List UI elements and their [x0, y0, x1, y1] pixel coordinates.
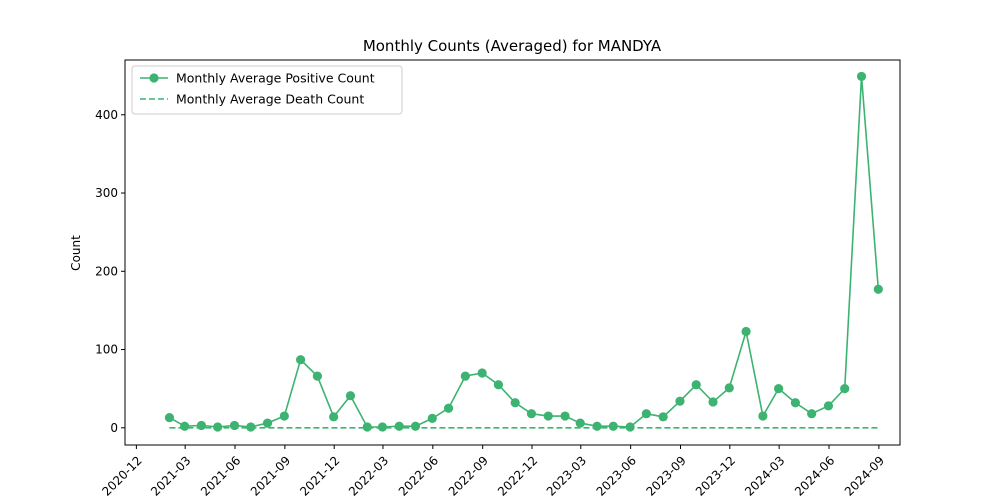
- series-point: [362, 422, 372, 432]
- series-point: [180, 421, 190, 431]
- x-tick-label: 2022-06: [396, 453, 441, 498]
- series-point: [410, 421, 421, 431]
- series-point: [312, 371, 322, 381]
- series-point: [741, 326, 751, 337]
- x-tick-label: 2024-03: [742, 453, 787, 498]
- series-point: [443, 403, 454, 413]
- series-point: [543, 411, 553, 421]
- series-point: [262, 418, 273, 428]
- series-point: [229, 420, 240, 431]
- series-point: [196, 420, 207, 431]
- legend-marker: [149, 73, 159, 83]
- y-tick-label: 0: [110, 421, 118, 435]
- x-tick-label: 2024-09: [842, 453, 887, 498]
- series-point: [641, 409, 651, 419]
- series-point: [427, 413, 437, 423]
- series-point: [708, 397, 718, 407]
- series-point: [279, 411, 289, 421]
- x-tick-label: 2021-03: [148, 453, 193, 498]
- series-point: [856, 71, 867, 82]
- series-point: [758, 411, 768, 421]
- y-tick-label: 400: [95, 108, 118, 122]
- series-point: [460, 371, 470, 381]
- series-point: [329, 412, 339, 422]
- x-tick-label: 2023-06: [594, 453, 639, 498]
- x-tick-label: 2023-03: [544, 453, 589, 498]
- x-tick-label: 2021-09: [248, 453, 293, 498]
- series-point: [724, 383, 734, 393]
- legend-entry-label: Monthly Average Death Count: [176, 92, 364, 107]
- plot-frame: [124, 59, 901, 446]
- series-point: [510, 398, 520, 408]
- x-tick-label: 2023-12: [693, 453, 738, 498]
- x-tick-label: 2021-12: [297, 453, 342, 498]
- y-tick-label: 300: [95, 186, 118, 200]
- series-point: [790, 398, 801, 408]
- x-tick-label: 2023-09: [643, 453, 688, 498]
- series-point: [164, 413, 175, 423]
- legend: Monthly Average Positive Count Monthly Av…: [131, 65, 403, 115]
- series-point: [477, 368, 487, 378]
- series-point: [608, 421, 618, 431]
- x-tick-label: 2020-12: [99, 453, 144, 498]
- series-point: [394, 421, 404, 431]
- series-point: [526, 409, 537, 419]
- y-axis-label: Count: [69, 235, 83, 271]
- series-point: [807, 409, 817, 419]
- series-point: [823, 401, 834, 411]
- series-point: [560, 411, 570, 421]
- chart-title: Monthly Counts (Averaged) for MANDYA: [363, 37, 662, 55]
- x-tick-label: 2022-09: [446, 453, 491, 498]
- x-tick-label: 2022-03: [346, 453, 391, 498]
- x-tick-label: 2022-12: [495, 453, 540, 498]
- series-point: [873, 284, 883, 294]
- series-point: [575, 418, 585, 428]
- series-line-1: [169, 76, 880, 428]
- series-point: [295, 355, 306, 365]
- series-point: [658, 412, 668, 422]
- series-point: [691, 380, 701, 390]
- legend-entry-label: Monthly Average Positive Count: [176, 71, 375, 86]
- series-point: [493, 380, 504, 390]
- series-point: [345, 391, 356, 401]
- x-tick-label: 2024-06: [792, 453, 837, 498]
- series-point: [592, 421, 602, 431]
- series-point: [675, 396, 685, 406]
- x-tick-label: 2021-06: [198, 453, 243, 498]
- series-point: [840, 384, 850, 394]
- legend-box: [131, 65, 403, 115]
- y-tick-label: 100: [95, 343, 118, 357]
- y-tick-label: 200: [95, 264, 118, 278]
- series-point: [774, 384, 784, 394]
